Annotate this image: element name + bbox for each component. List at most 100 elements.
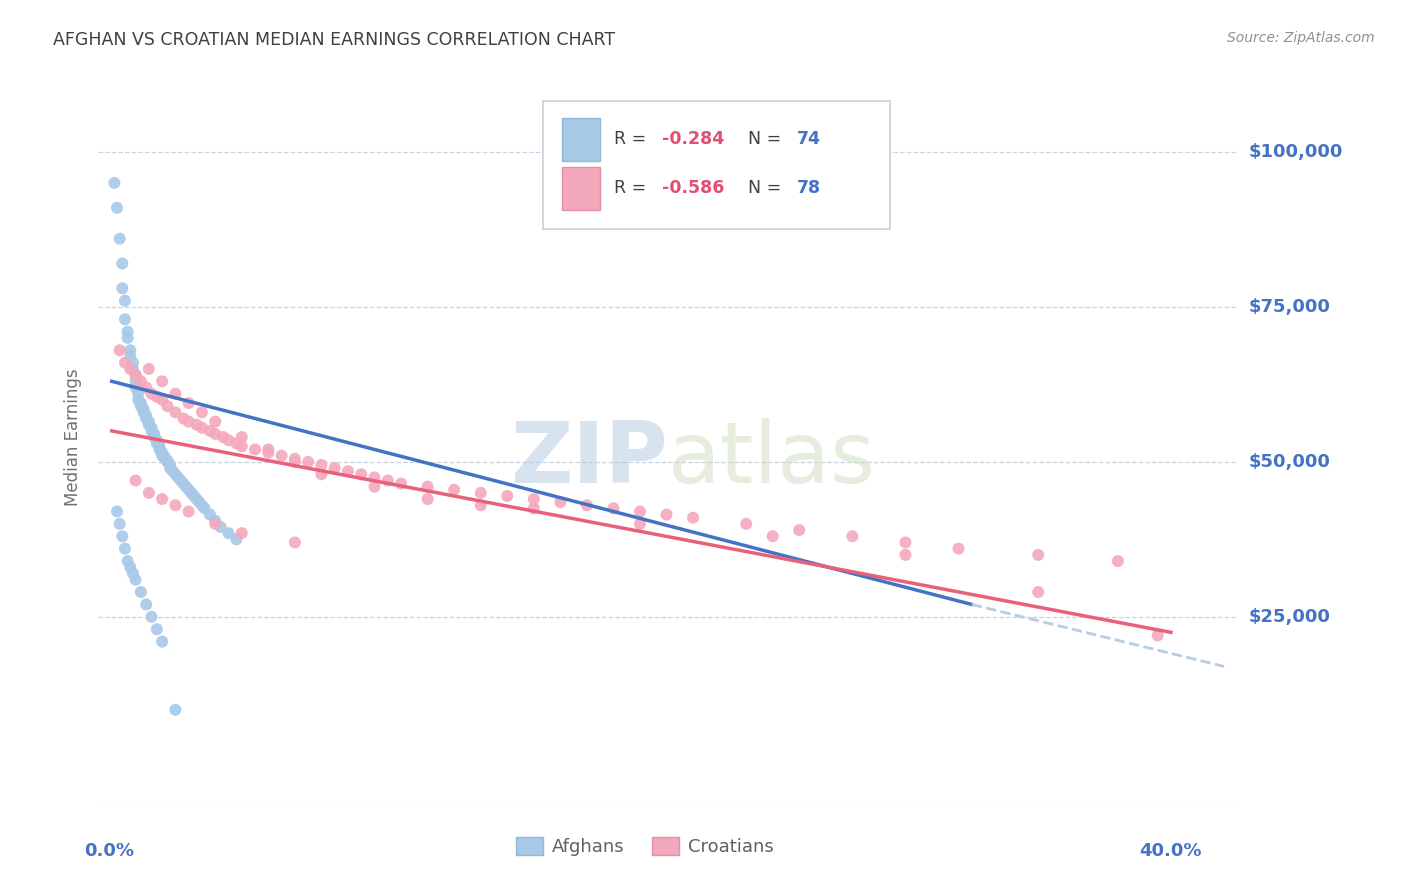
Point: [138, 415, 160, 429]
Point: [177, 504, 200, 518]
Point: [180, 486, 202, 500]
Point: [323, 461, 346, 475]
Point: [191, 421, 214, 435]
Point: [218, 526, 240, 541]
Point: [132, 405, 155, 419]
Point: [159, 461, 181, 475]
Point: [165, 498, 187, 512]
Point: [204, 415, 226, 429]
Point: [231, 430, 253, 444]
FancyBboxPatch shape: [562, 118, 599, 161]
Point: [111, 529, 134, 543]
Point: [150, 449, 173, 463]
Point: [270, 449, 292, 463]
Point: [682, 510, 704, 524]
Point: [141, 610, 163, 624]
Point: [1146, 628, 1168, 642]
Point: [117, 331, 139, 345]
Text: atlas: atlas: [668, 417, 876, 500]
Point: [150, 491, 173, 506]
Point: [523, 501, 546, 516]
Point: [470, 486, 492, 500]
Point: [117, 554, 139, 568]
Point: [120, 362, 142, 376]
Point: [350, 467, 373, 482]
Text: $50,000: $50,000: [1249, 453, 1330, 471]
Text: R =: R =: [614, 179, 652, 197]
Point: [129, 585, 152, 599]
Point: [143, 427, 166, 442]
Point: [114, 312, 136, 326]
Text: Source: ZipAtlas.com: Source: ZipAtlas.com: [1227, 31, 1375, 45]
Point: [297, 455, 319, 469]
Point: [243, 442, 266, 457]
Point: [523, 491, 546, 506]
Point: [191, 498, 214, 512]
Point: [198, 424, 221, 438]
Point: [470, 498, 492, 512]
Point: [111, 281, 134, 295]
Point: [204, 516, 226, 531]
FancyBboxPatch shape: [543, 101, 890, 228]
Point: [735, 516, 758, 531]
Point: [159, 458, 181, 472]
Text: N =: N =: [748, 179, 786, 197]
Point: [150, 445, 173, 459]
Point: [124, 368, 146, 383]
Point: [257, 445, 280, 459]
Point: [150, 634, 173, 648]
Point: [156, 399, 179, 413]
Point: [443, 483, 465, 497]
Legend: Afghans, Croatians: Afghans, Croatians: [509, 830, 782, 863]
Point: [894, 535, 917, 549]
Text: -0.284: -0.284: [662, 130, 724, 148]
Point: [138, 362, 160, 376]
Point: [172, 476, 194, 491]
Point: [138, 486, 160, 500]
Point: [114, 293, 136, 308]
Point: [150, 392, 173, 407]
Point: [284, 451, 307, 466]
Point: [231, 439, 253, 453]
Point: [122, 566, 145, 581]
Point: [894, 548, 917, 562]
Point: [120, 560, 142, 574]
Point: [162, 464, 184, 478]
Point: [363, 470, 385, 484]
Text: -0.586: -0.586: [662, 179, 724, 197]
Text: AFGHAN VS CROATIAN MEDIAN EARNINGS CORRELATION CHART: AFGHAN VS CROATIAN MEDIAN EARNINGS CORRE…: [53, 31, 616, 49]
Point: [122, 362, 145, 376]
Point: [311, 458, 333, 472]
Point: [124, 474, 146, 488]
Point: [1107, 554, 1129, 568]
Point: [127, 392, 149, 407]
Point: [143, 430, 166, 444]
Point: [124, 573, 146, 587]
Point: [1026, 585, 1049, 599]
FancyBboxPatch shape: [562, 167, 599, 210]
Point: [135, 409, 157, 423]
Point: [311, 467, 333, 482]
Point: [204, 514, 226, 528]
Point: [177, 396, 200, 410]
Point: [188, 495, 211, 509]
Point: [1026, 548, 1049, 562]
Point: [141, 421, 163, 435]
Point: [129, 396, 152, 410]
Point: [225, 436, 247, 450]
Y-axis label: Median Earnings: Median Earnings: [65, 368, 83, 506]
Point: [165, 467, 187, 482]
Point: [108, 232, 131, 246]
Text: 40.0%: 40.0%: [1140, 842, 1202, 860]
Point: [122, 356, 145, 370]
Point: [841, 529, 863, 543]
Point: [165, 386, 187, 401]
Point: [363, 480, 385, 494]
Point: [165, 703, 187, 717]
Point: [177, 483, 200, 497]
Point: [146, 433, 169, 447]
Point: [146, 390, 169, 404]
Point: [284, 535, 307, 549]
Point: [124, 374, 146, 388]
Point: [124, 380, 146, 394]
